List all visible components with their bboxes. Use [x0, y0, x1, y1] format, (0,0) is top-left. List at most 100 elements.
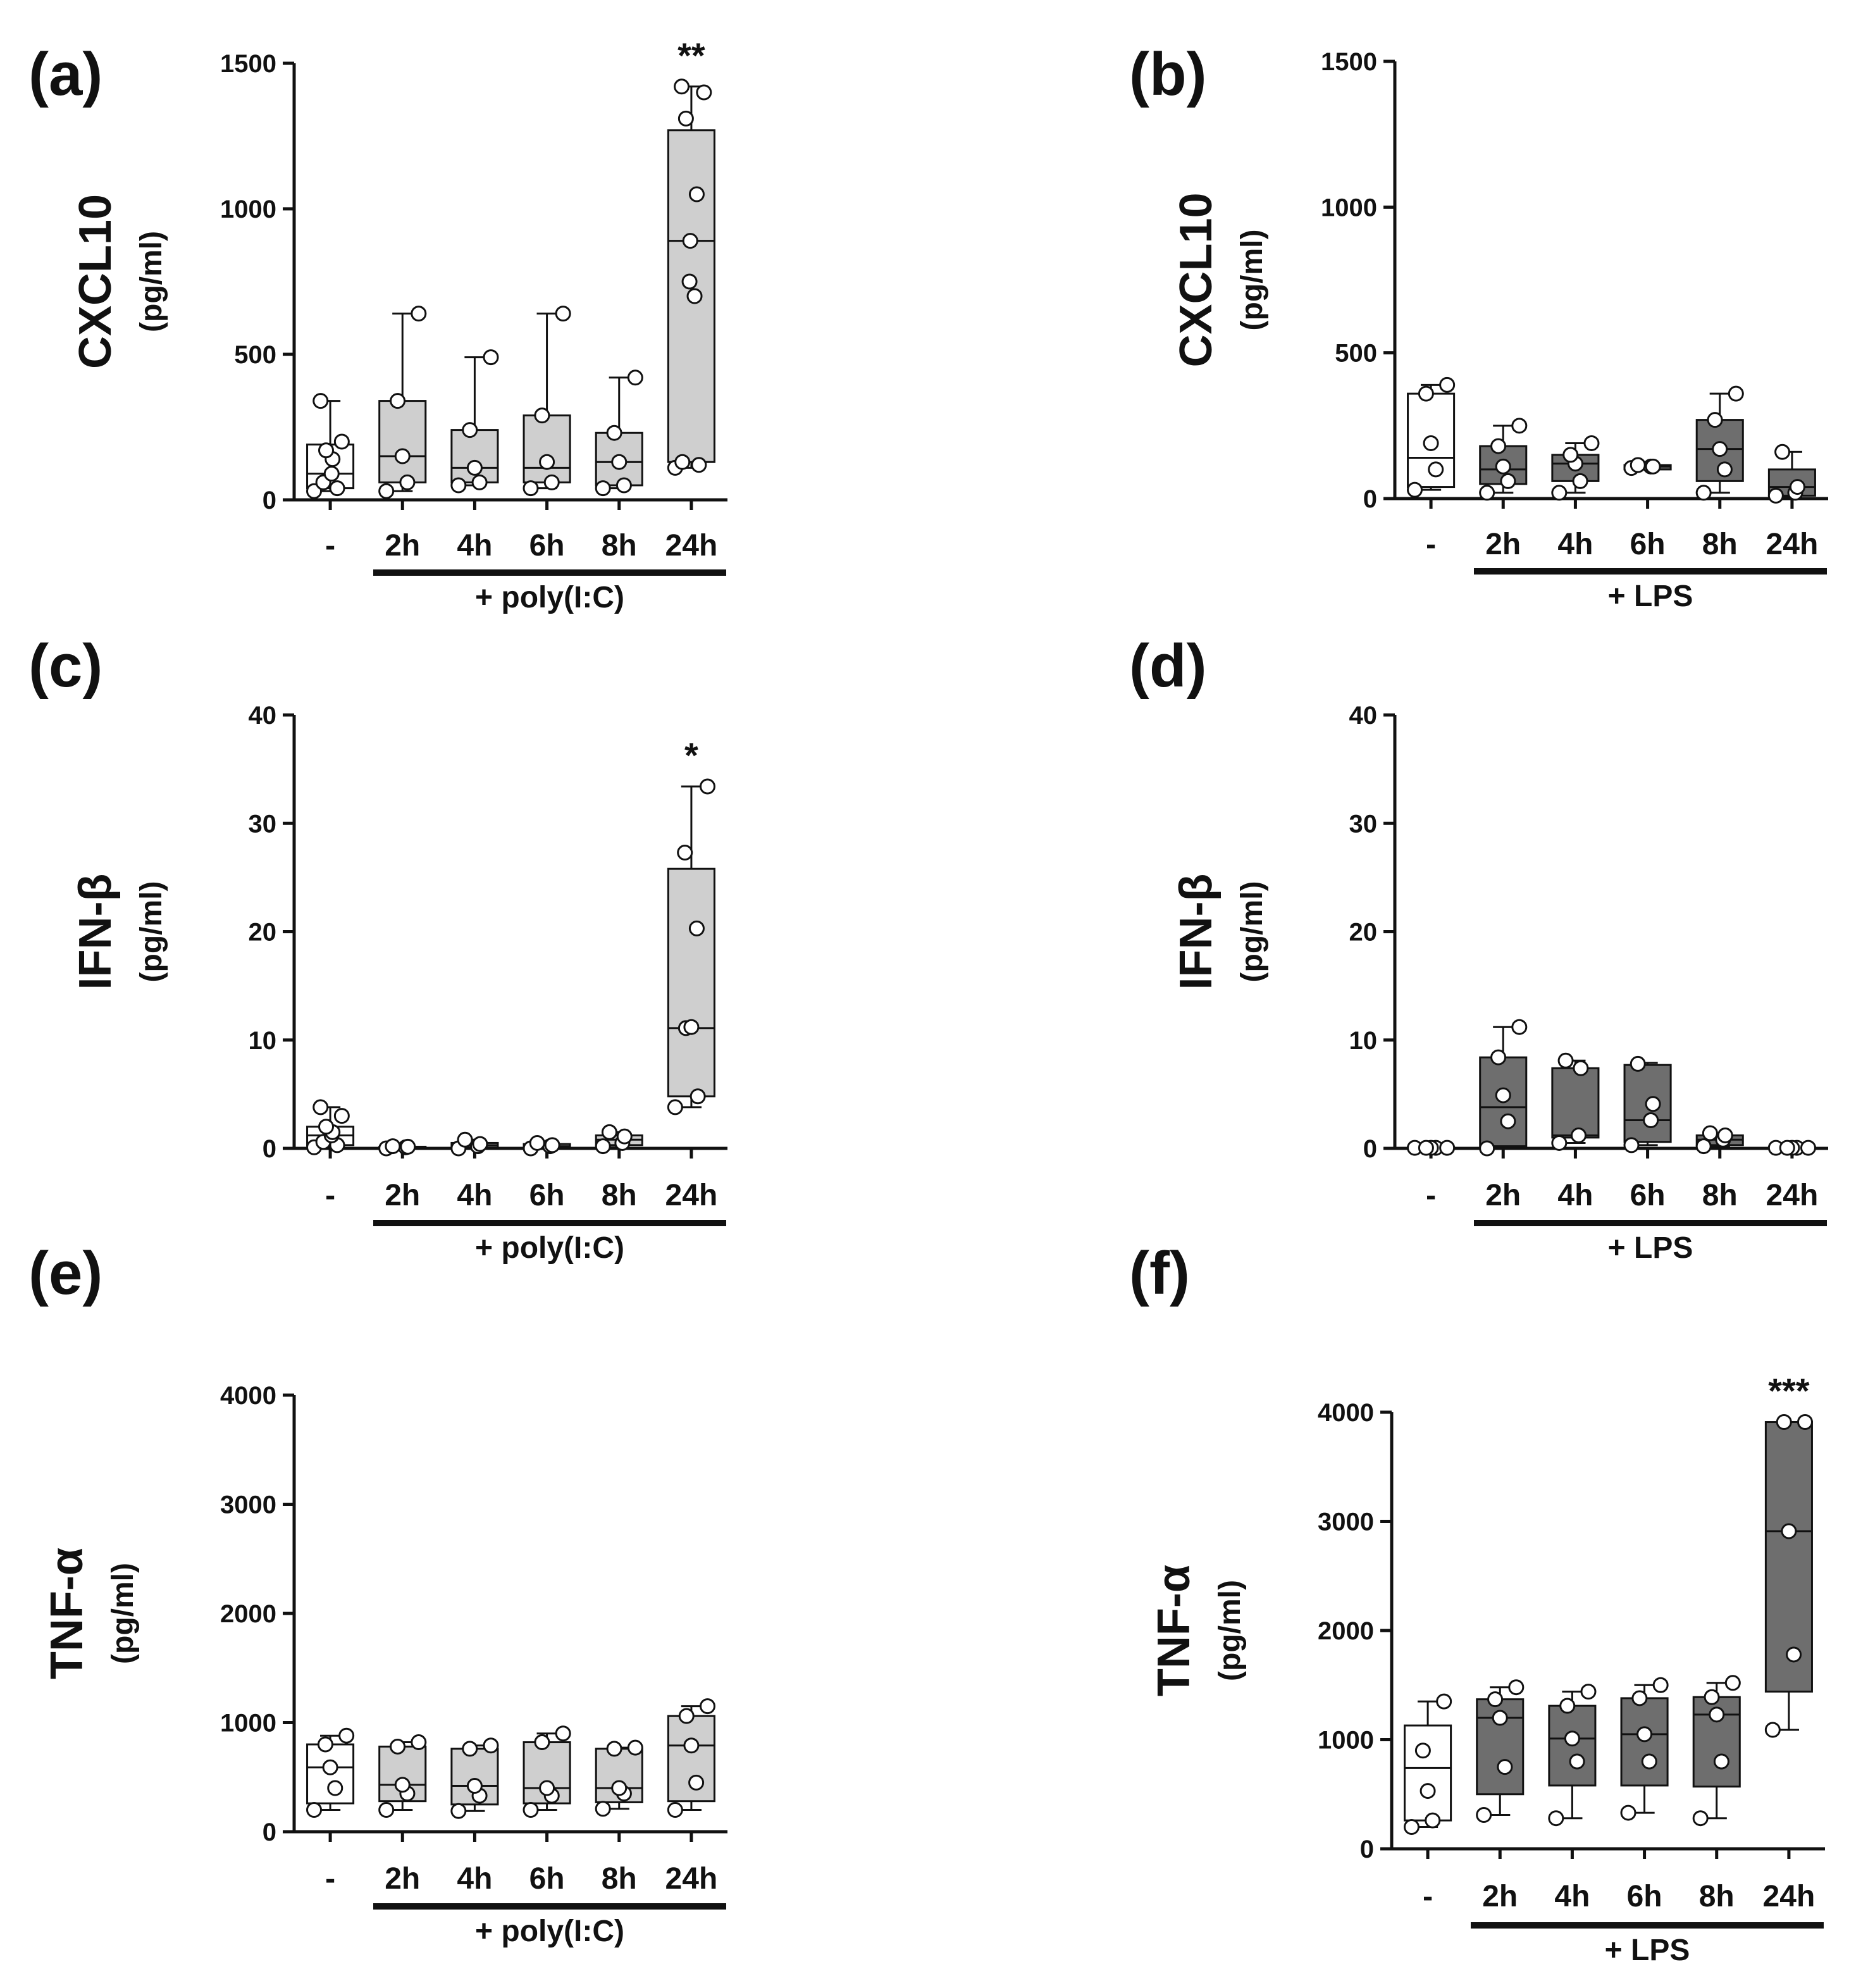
y-tick-label: 40 — [1349, 702, 1378, 730]
y-tick-label: 3000 — [220, 1491, 276, 1519]
box-6h — [523, 1725, 571, 1818]
box-2h — [378, 1138, 427, 1157]
data-point — [450, 477, 467, 494]
data-point — [333, 1108, 350, 1124]
data-point — [1420, 1783, 1436, 1799]
y-tick-label: 1000 — [1321, 194, 1377, 221]
data-point — [688, 920, 705, 936]
data-point — [611, 454, 628, 470]
y-tick-label: 0 — [1360, 1836, 1374, 1863]
y-axis-unit: (pg/ml) — [1235, 881, 1269, 983]
x-tick-label: - — [1423, 1880, 1433, 1913]
treatment-label: + LPS — [1605, 1934, 1690, 1967]
data-point — [1630, 1055, 1646, 1072]
data-point — [683, 1019, 700, 1035]
data-point — [312, 1099, 329, 1115]
data-point — [1436, 1693, 1452, 1710]
panel-label: (d) — [1129, 632, 1207, 700]
box-2h — [1476, 1679, 1525, 1823]
significance-marker: ** — [677, 35, 705, 75]
data-point — [411, 306, 427, 322]
y-tick-label: 4000 — [220, 1382, 276, 1410]
x-tick-label: 8h — [1702, 528, 1738, 561]
y-tick-label: 2000 — [1318, 1617, 1374, 1645]
significance-marker: * — [684, 735, 698, 775]
x-tick-label: 6h — [529, 1862, 565, 1896]
box-- — [306, 1099, 355, 1155]
data-point — [667, 1802, 683, 1818]
x-tick-label: - — [1426, 528, 1436, 561]
data-point — [539, 1780, 555, 1796]
y-tick-label: 4000 — [1318, 1399, 1374, 1427]
box-8h — [595, 1124, 643, 1155]
data-point — [378, 1802, 395, 1818]
x-tick-label: 6h — [1630, 1179, 1666, 1212]
data-point — [1789, 479, 1805, 495]
data-point — [1695, 1138, 1712, 1155]
data-point — [317, 1736, 333, 1753]
data-point — [1641, 1753, 1657, 1770]
box-8h — [1695, 385, 1744, 501]
data-point — [1716, 461, 1733, 478]
data-point — [1707, 412, 1723, 428]
data-point — [699, 778, 715, 795]
data-point — [1800, 1140, 1816, 1156]
data-point — [1564, 1730, 1580, 1747]
y-tick-label: 0 — [263, 487, 276, 514]
data-point — [1652, 1677, 1669, 1693]
data-point — [1572, 473, 1588, 489]
data-point — [318, 442, 335, 459]
box-iqr — [523, 414, 571, 483]
x-tick-label: 8h — [602, 1179, 637, 1212]
data-point — [1479, 1140, 1495, 1157]
data-point — [1797, 1414, 1813, 1431]
y-axis-title: IFN-β — [1171, 874, 1222, 990]
box-6h — [1623, 457, 1672, 476]
data-point — [1500, 1113, 1516, 1129]
box-4h — [450, 1131, 499, 1157]
box-6h — [523, 306, 571, 497]
data-point — [1551, 1134, 1568, 1151]
data-point — [1557, 1052, 1574, 1069]
data-point — [338, 1727, 355, 1744]
data-point — [1492, 1710, 1508, 1726]
data-point — [1511, 418, 1528, 434]
data-point — [322, 1759, 338, 1775]
data-point — [627, 1739, 643, 1756]
treatment-label: + poly(I:C) — [475, 1915, 624, 1948]
box-24h — [667, 778, 715, 1115]
data-point — [1776, 1414, 1792, 1431]
x-tick-label: 6h — [1627, 1880, 1662, 1913]
data-point — [327, 1780, 343, 1796]
data-point — [1418, 1140, 1434, 1156]
panel-d: (d) IFN-β (pg/ml) 0 10 20 30 40 - 2h 4h 6h 8h 24h + LP… — [1129, 632, 1828, 1265]
data-point — [1692, 1810, 1709, 1827]
box-8h — [595, 370, 643, 497]
box-4h — [1551, 1052, 1600, 1151]
data-point — [1774, 444, 1791, 460]
data-point — [472, 1136, 488, 1152]
data-point — [378, 483, 395, 499]
data-point — [1728, 385, 1744, 402]
data-point — [390, 393, 406, 409]
data-point — [471, 474, 488, 490]
y-axis-title: CXCL10 — [1171, 192, 1222, 367]
box-iqr — [667, 867, 715, 1098]
data-point — [1511, 1019, 1528, 1035]
box-2h — [1479, 1019, 1528, 1157]
significance-marker: *** — [1768, 1371, 1810, 1411]
data-point — [1573, 1060, 1589, 1076]
data-point — [696, 84, 712, 101]
data-point — [523, 1802, 539, 1818]
data-point — [1631, 1690, 1648, 1706]
data-point — [1713, 1753, 1729, 1770]
data-point — [385, 1138, 401, 1155]
panel-a: (a) CXCL10 (pg/ml) 0 500 1000 1500 - 2h 4h 6h 8h 24h… — [28, 35, 727, 614]
data-point — [611, 1780, 628, 1796]
x-tick-label: 4h — [1554, 1880, 1590, 1913]
data-point — [1428, 461, 1444, 478]
y-axis-unit: (pg/ml) — [1235, 230, 1269, 331]
data-point — [595, 1138, 611, 1155]
y-tick-label: 10 — [249, 1027, 277, 1055]
data-point — [601, 1124, 617, 1140]
